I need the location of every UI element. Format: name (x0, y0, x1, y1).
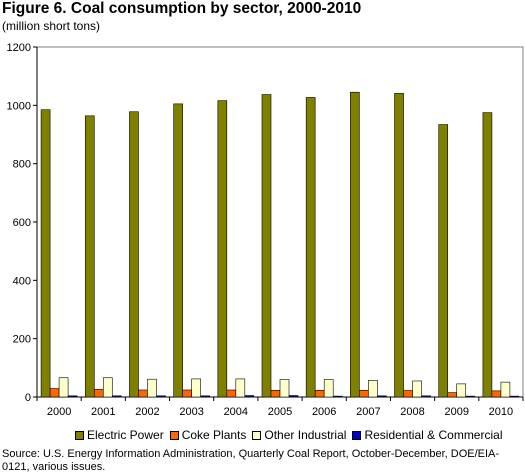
legend-label: Residential & Commercial (364, 428, 502, 442)
legend-swatch (352, 431, 361, 440)
bar-electric-power (350, 92, 359, 397)
bar-electric-power (41, 110, 50, 397)
x-tick-label: 2003 (179, 406, 203, 418)
legend-item-residential-commercial: Residential & Commercial (352, 428, 502, 442)
bar-other-industrial (103, 378, 112, 397)
legend-swatch (170, 431, 179, 440)
x-tick-label: 2000 (47, 406, 71, 418)
bar-other-industrial (324, 380, 333, 398)
bar-coke-plants (315, 390, 324, 397)
bar-residential-commercial (156, 396, 165, 397)
y-tick-label: 1000 (7, 100, 31, 112)
bar-coke-plants (271, 390, 280, 397)
bar-residential-commercial (377, 396, 386, 397)
x-tick-label: 2008 (400, 406, 424, 418)
bar-electric-power (129, 112, 138, 397)
bar-other-industrial (413, 381, 422, 397)
bar-coke-plants (227, 390, 236, 397)
plot-area (37, 47, 523, 397)
bar-other-industrial (280, 380, 289, 398)
bar-residential-commercial (510, 396, 519, 397)
bar-other-industrial (59, 378, 68, 397)
bar-electric-power (483, 113, 492, 397)
y-tick-label: 400 (13, 275, 31, 287)
y-tick-label: 800 (13, 159, 31, 171)
bar-residential-commercial (245, 396, 254, 397)
bar-other-industrial (368, 380, 377, 397)
bar-residential-commercial (333, 396, 342, 397)
bar-electric-power (262, 95, 271, 397)
x-tick-label: 2004 (224, 406, 248, 418)
bar-residential-commercial (422, 396, 431, 397)
x-tick-label: 2006 (312, 406, 336, 418)
bar-other-industrial (192, 379, 201, 397)
x-tick-label: 2001 (91, 406, 115, 418)
y-tick-label: 0 (25, 392, 31, 404)
bar-coke-plants (492, 391, 501, 397)
bar-other-industrial (236, 379, 245, 397)
y-tick-label: 200 (13, 334, 31, 346)
bar-electric-power (439, 125, 448, 397)
bar-electric-power (174, 104, 183, 397)
bar-residential-commercial (466, 396, 475, 397)
bar-other-industrial (457, 384, 466, 397)
legend-item-coke-plants: Coke Plants (170, 428, 247, 442)
bar-coke-plants (138, 390, 147, 397)
legend-item-other-industrial: Other Industrial (252, 428, 346, 442)
x-tick-label: 2010 (489, 406, 513, 418)
legend-swatch (75, 431, 84, 440)
bar-other-industrial (147, 379, 156, 397)
bar-coke-plants (448, 393, 457, 397)
chart-legend: Electric Power Coke Plants Other Industr… (75, 428, 508, 442)
legend-label: Coke Plants (182, 428, 247, 442)
bar-residential-commercial (68, 396, 77, 397)
bar-residential-commercial (289, 396, 298, 397)
x-tick-label: 2007 (356, 406, 380, 418)
x-tick-label: 2005 (268, 406, 292, 418)
bar-coke-plants (50, 389, 59, 397)
bar-coke-plants (359, 390, 368, 397)
legend-label: Electric Power (87, 428, 164, 442)
bar-chart: 0 200 400 600 800 1000 1200 2000 2001 2002 2003 200… (0, 0, 525, 425)
bar-electric-power (218, 101, 227, 397)
bar-electric-power (395, 93, 404, 397)
bar-residential-commercial (201, 396, 210, 397)
bar-coke-plants (404, 391, 413, 397)
y-tick-label: 1200 (7, 42, 31, 54)
source-note: Source: U.S. Energy Information Administ… (2, 448, 522, 474)
bar-coke-plants (183, 390, 192, 397)
bar-other-industrial (501, 382, 510, 397)
bar-residential-commercial (112, 396, 121, 397)
legend-item-electric-power: Electric Power (75, 428, 164, 442)
legend-label: Other Industrial (264, 428, 346, 442)
bar-electric-power (306, 97, 315, 397)
bar-coke-plants (94, 389, 103, 397)
y-tick-label: 600 (13, 217, 31, 229)
x-tick-label: 2009 (444, 406, 468, 418)
legend-swatch (252, 431, 261, 440)
bar-electric-power (85, 116, 94, 397)
x-tick-label: 2002 (135, 406, 159, 418)
